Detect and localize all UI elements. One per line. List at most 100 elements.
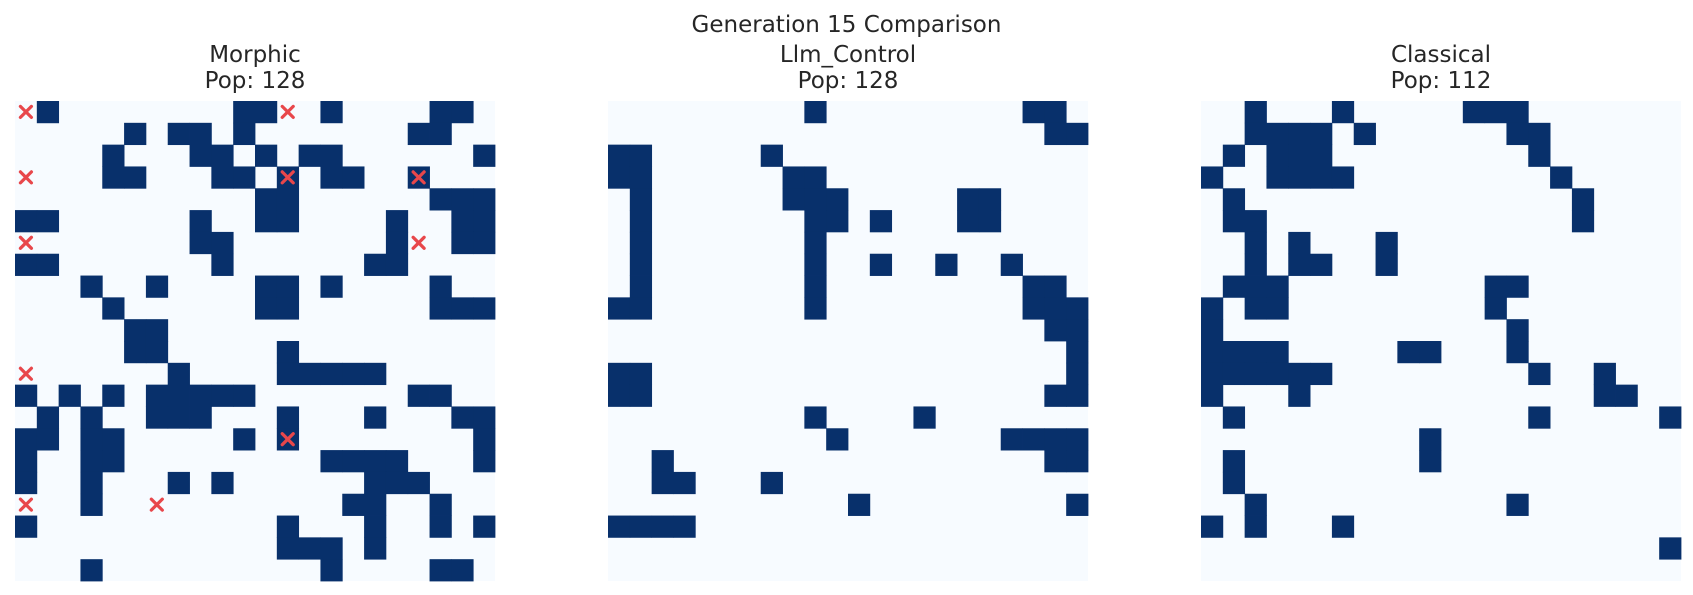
grid-cell <box>233 101 256 124</box>
grid-cell <box>1044 101 1067 124</box>
grid-cell <box>342 450 365 473</box>
grid-cell <box>407 384 430 407</box>
grid-cell <box>145 341 169 364</box>
grid-cell <box>364 253 387 276</box>
grid-cell <box>804 188 827 211</box>
grid-cell <box>1331 166 1355 189</box>
grid-cell <box>629 275 653 298</box>
grid-cell <box>608 297 631 320</box>
grid-cell <box>608 166 631 189</box>
grid-cell <box>1066 362 1089 386</box>
grid-cell <box>429 275 452 298</box>
panel-title: Morphic <box>209 42 301 68</box>
grid-cell <box>255 210 278 233</box>
grid-cell <box>80 428 103 451</box>
grid-cell <box>1066 319 1089 342</box>
grid-cell <box>15 515 38 538</box>
grid-cell <box>1288 231 1311 255</box>
grid-cell <box>145 319 169 342</box>
grid-cell <box>826 428 849 451</box>
grid-cell <box>1266 362 1289 386</box>
grid-cell <box>608 515 631 538</box>
grid-cell <box>1419 428 1442 451</box>
grid-cell <box>102 428 125 451</box>
grid-cell <box>1244 493 1267 516</box>
grid-cell <box>473 144 496 167</box>
grid-cell <box>102 297 125 320</box>
grid-cell <box>124 122 147 146</box>
grid-cell <box>364 515 387 538</box>
grid-cell <box>342 493 365 516</box>
grid-cell <box>15 450 38 473</box>
grid-cell <box>189 384 212 407</box>
grid-cell <box>1266 144 1289 167</box>
grid-cell <box>167 384 190 407</box>
grid-cell <box>1375 253 1398 276</box>
grid-cell <box>1000 428 1023 451</box>
grid-cell <box>364 450 387 473</box>
grid-cell <box>1288 362 1311 386</box>
grid-cell <box>1244 122 1267 146</box>
grid-cell <box>629 297 653 320</box>
grid-cell <box>385 450 409 473</box>
grid-cell <box>473 231 496 255</box>
grid-cell <box>826 210 849 233</box>
grid-cell <box>782 188 805 211</box>
grid-cell <box>957 188 980 211</box>
grid-cell <box>1222 210 1246 233</box>
grid-cell <box>1044 450 1067 473</box>
grid-cell <box>1506 101 1529 124</box>
grid-cell <box>608 362 631 386</box>
grid-cell <box>189 144 212 167</box>
grid-cell <box>1044 122 1067 146</box>
panel-population: Pop: 128 <box>205 68 306 94</box>
grid-cell <box>1659 406 1682 429</box>
grid-cell <box>15 471 38 495</box>
grid-cell <box>1244 210 1267 233</box>
grid-cell <box>320 362 343 386</box>
grid-cell <box>473 297 496 320</box>
grid-cell <box>276 515 300 538</box>
grid-cell <box>1201 362 1224 386</box>
grid-cell <box>1044 384 1067 407</box>
grid-cell <box>1506 319 1529 342</box>
grid-cell <box>1331 515 1355 538</box>
grid-cell <box>1528 144 1551 167</box>
grid-cell <box>211 471 234 495</box>
grid-cell <box>629 515 653 538</box>
figure-title: Generation 15 Comparison <box>692 12 1002 38</box>
grid-cell <box>429 515 452 538</box>
grid-cell <box>429 297 452 320</box>
grid-cell <box>1201 319 1224 342</box>
grid-cell <box>1022 275 1045 298</box>
grid-cell <box>255 275 278 298</box>
grid-cell <box>1044 428 1067 451</box>
panel-title: Llm_Control <box>780 42 916 68</box>
marker-x-icon <box>280 432 295 447</box>
grid-cell <box>1593 362 1616 386</box>
grid-cell <box>1022 297 1045 320</box>
grid-cell <box>848 493 871 516</box>
grid-cell <box>407 122 430 146</box>
grid-cell <box>1066 341 1089 364</box>
grid-cell <box>124 341 147 364</box>
grid-cell <box>189 406 212 429</box>
grid-cell <box>1462 101 1486 124</box>
grid-cell <box>451 231 474 255</box>
grid-cell <box>629 384 653 407</box>
grid-cell <box>298 362 321 386</box>
grid-cell <box>80 275 103 298</box>
grid-cell <box>1659 537 1682 560</box>
grid-cell <box>473 406 496 429</box>
grid-cell <box>298 537 321 560</box>
grid-cell <box>1266 297 1289 320</box>
grid-cell <box>429 101 452 124</box>
grid-cell <box>1022 101 1045 124</box>
grid-cell <box>629 231 653 255</box>
grid-cell <box>102 144 125 167</box>
grid-cell <box>804 275 827 298</box>
marker-x-icon <box>18 170 34 185</box>
grid-cell <box>211 166 234 189</box>
